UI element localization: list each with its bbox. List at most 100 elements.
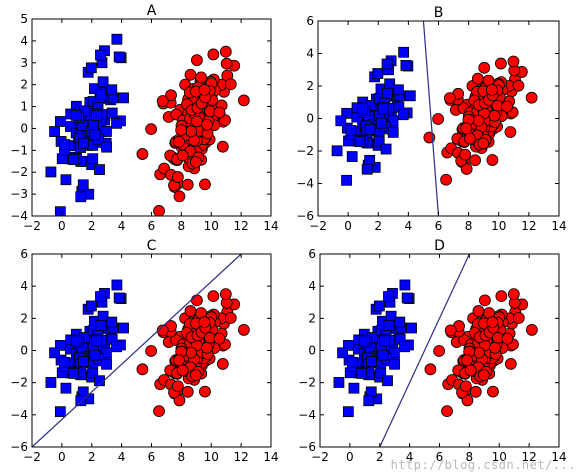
separating-line [379, 254, 470, 447]
blue-square-point [404, 90, 416, 102]
red-circle-point [176, 364, 189, 377]
red-circle-point [175, 124, 188, 136]
blue-square-point [106, 316, 118, 328]
blue-square-point [383, 320, 395, 331]
red-circle-point [237, 94, 250, 107]
blue-square-point [54, 406, 66, 418]
red-circle-point [471, 72, 484, 85]
red-circle-point [501, 100, 513, 113]
data-points [333, 279, 538, 418]
red-circle-point [176, 149, 189, 162]
blue-square-point [372, 68, 384, 79]
blue-square-point [68, 154, 80, 166]
blue-square-point [337, 347, 348, 359]
blue-square-point [380, 143, 392, 155]
red-circle-point [201, 341, 213, 354]
red-circle-point [443, 92, 456, 105]
y-tick-label: 2 [20, 78, 28, 92]
red-circle-point [525, 91, 538, 104]
blue-square-point [85, 62, 97, 74]
blue-square-point [94, 164, 105, 175]
x-tick-label: 0 [344, 219, 352, 233]
blue-square-point [379, 335, 390, 347]
x-tick-label: 2 [376, 450, 384, 464]
red-circle-point [207, 290, 220, 303]
blue-square-point [393, 84, 404, 96]
red-circle-point [485, 84, 498, 96]
red-circle-point [478, 61, 491, 74]
x-tick-label: 4 [118, 450, 126, 464]
x-tick-label: 0 [58, 450, 66, 464]
red-circle-point [219, 288, 232, 301]
y-tick-label: −2 [298, 376, 316, 390]
red-circle-point [181, 385, 194, 398]
y-tick-label: −4 [298, 408, 316, 422]
red-circle-point [464, 364, 477, 377]
red-circle-point [195, 71, 207, 84]
y-tick-label: −1 [10, 143, 28, 157]
red-circle-point [472, 114, 485, 127]
blue-square-point [70, 335, 82, 347]
blue-square-point [60, 174, 72, 186]
red-circle-point [219, 45, 232, 58]
red-circle-point [489, 341, 501, 354]
red-circle-point [184, 305, 197, 317]
blue-square-point [113, 292, 125, 304]
x-tick-label: 12 [521, 450, 536, 464]
y-tick-label: −2 [296, 144, 314, 158]
blue-square-point [333, 377, 345, 388]
blue-square-point [78, 137, 89, 149]
blue-square-point [383, 291, 394, 302]
blue-square-point [398, 46, 410, 58]
blue-square-point [354, 136, 366, 148]
x-tick-label: 12 [521, 219, 536, 233]
red-circle-point [472, 305, 485, 317]
blue-square-point [70, 109, 82, 121]
y-tick-label: −4 [10, 408, 28, 422]
red-circle-point [469, 154, 481, 167]
red-circle-point [504, 126, 517, 138]
y-tick-label: 6 [20, 247, 28, 261]
y-tick-label: 4 [20, 34, 28, 48]
blue-square-point [59, 356, 71, 368]
watermark-text: http://blog.csdn.net/... [390, 458, 576, 472]
red-circle-point [185, 125, 198, 138]
blue-square-point [397, 109, 409, 121]
red-circle-point [525, 324, 538, 336]
blue-square-point [399, 279, 411, 291]
x-tick-label: 10 [491, 219, 506, 233]
blue-square-point [45, 377, 57, 388]
red-circle-point [432, 113, 445, 125]
blue-square-point [101, 347, 112, 359]
x-tick-label: −2 [311, 450, 329, 464]
blue-square-point [85, 300, 97, 312]
red-circle-point [461, 354, 473, 367]
x-tick-label: −2 [23, 450, 41, 464]
blue-square-point [55, 116, 66, 127]
y-tick-label: 6 [308, 247, 316, 261]
blue-square-point [387, 126, 399, 138]
blue-square-point [348, 382, 360, 394]
red-circle-point [504, 357, 517, 370]
y-tick-label: 2 [20, 311, 28, 325]
red-circle-point [495, 290, 508, 303]
blue-square-point [377, 103, 389, 115]
data-points [45, 279, 250, 418]
red-circle-point [213, 106, 226, 119]
y-tick-label: −6 [10, 440, 28, 454]
blue-square-point [106, 107, 118, 119]
red-circle-point [153, 405, 165, 418]
blue-square-point [75, 191, 87, 203]
blue-square-point [91, 335, 102, 347]
red-circle-point [224, 312, 237, 324]
blue-square-point [60, 382, 72, 394]
red-circle-point [478, 369, 490, 382]
x-tick-label: 4 [406, 450, 414, 464]
x-tick-label: 8 [466, 450, 474, 464]
y-tick-label: 3 [20, 56, 28, 70]
y-tick-label: −6 [296, 209, 314, 223]
red-circle-point [441, 405, 453, 418]
red-circle-point [459, 380, 472, 393]
separating-line [32, 254, 242, 447]
red-circle-point [486, 316, 499, 329]
